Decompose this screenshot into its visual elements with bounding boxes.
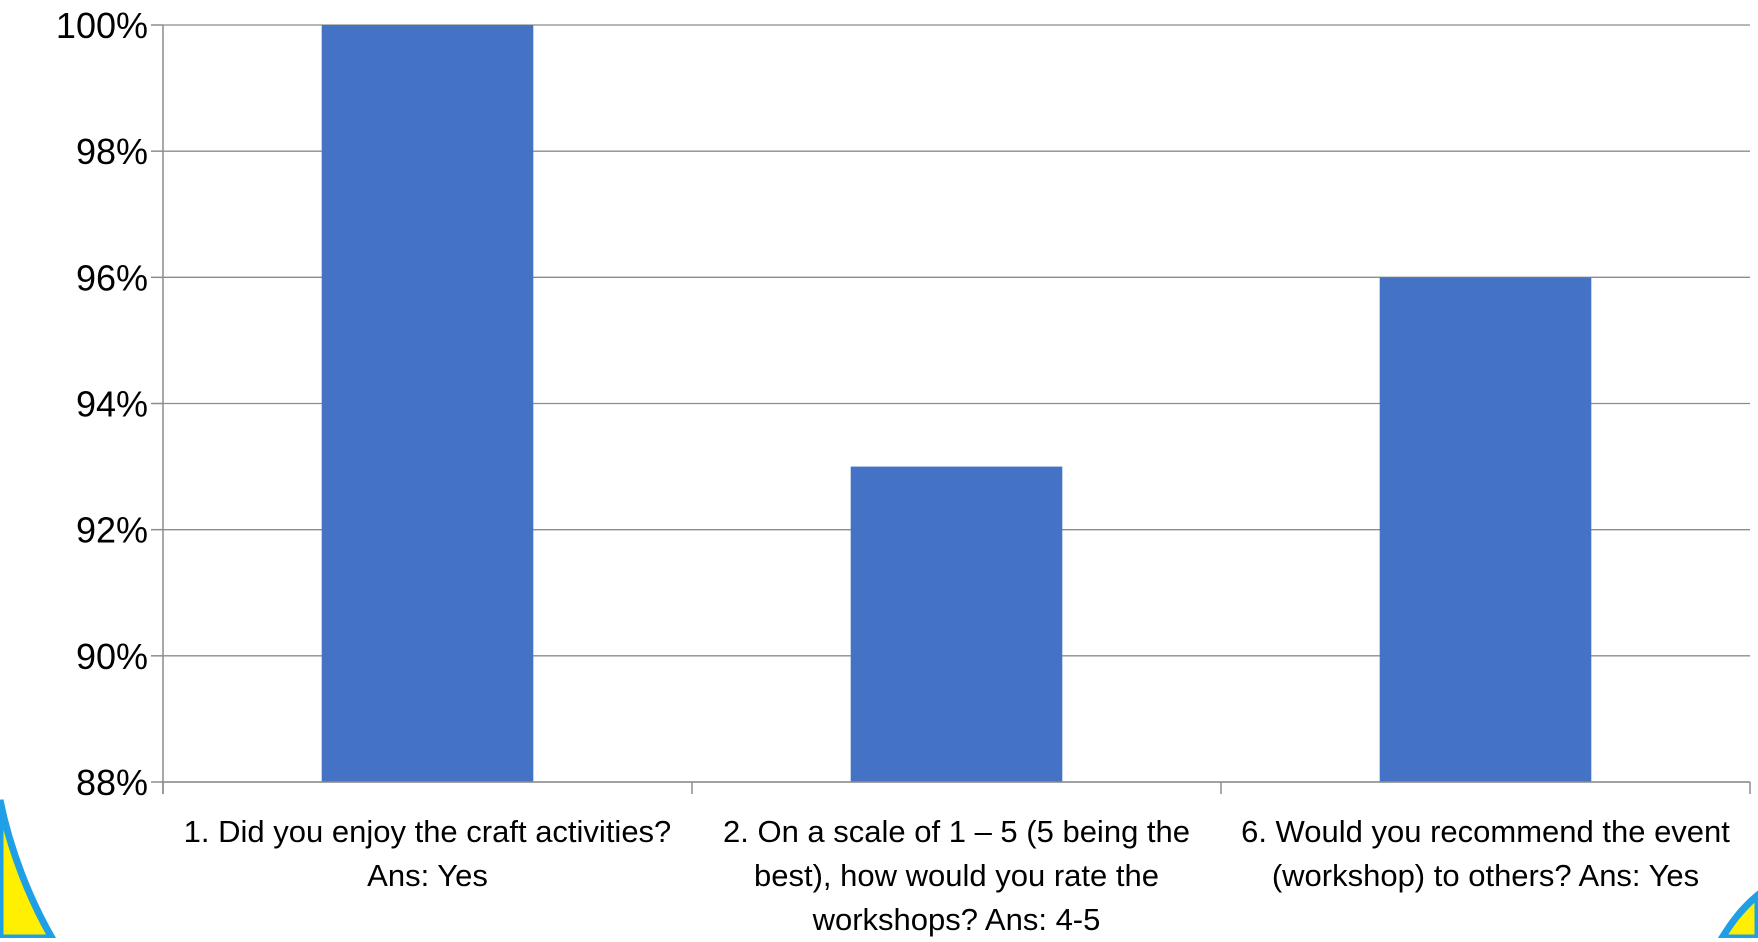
y-tick-labels: 88% 90% 92% 94% 96% 98% 100% (56, 5, 148, 803)
bar (850, 466, 1063, 782)
y-tick-label: 94% (76, 384, 148, 425)
y-tick-label: 98% (76, 131, 148, 172)
y-tick-label: 96% (76, 257, 148, 298)
bars (321, 25, 1592, 782)
y-tick-label: 92% (76, 510, 148, 551)
corner-decoration-left (0, 799, 57, 938)
corner-decoration-right (1717, 890, 1758, 938)
x-tick-label: 6. Would you recommend the event (worksh… (1241, 814, 1730, 893)
y-tick-label: 90% (76, 636, 148, 677)
x-tick-label: 1. Did you enjoy the craft activities? A… (183, 814, 672, 893)
bar (321, 25, 534, 782)
bar (1379, 277, 1592, 782)
x-tick-label: 2. On a scale of 1 – 5 (5 being the best… (722, 814, 1191, 937)
y-tick-label: 88% (76, 762, 148, 803)
y-tick-label: 100% (56, 5, 148, 46)
axes (151, 24, 1751, 794)
